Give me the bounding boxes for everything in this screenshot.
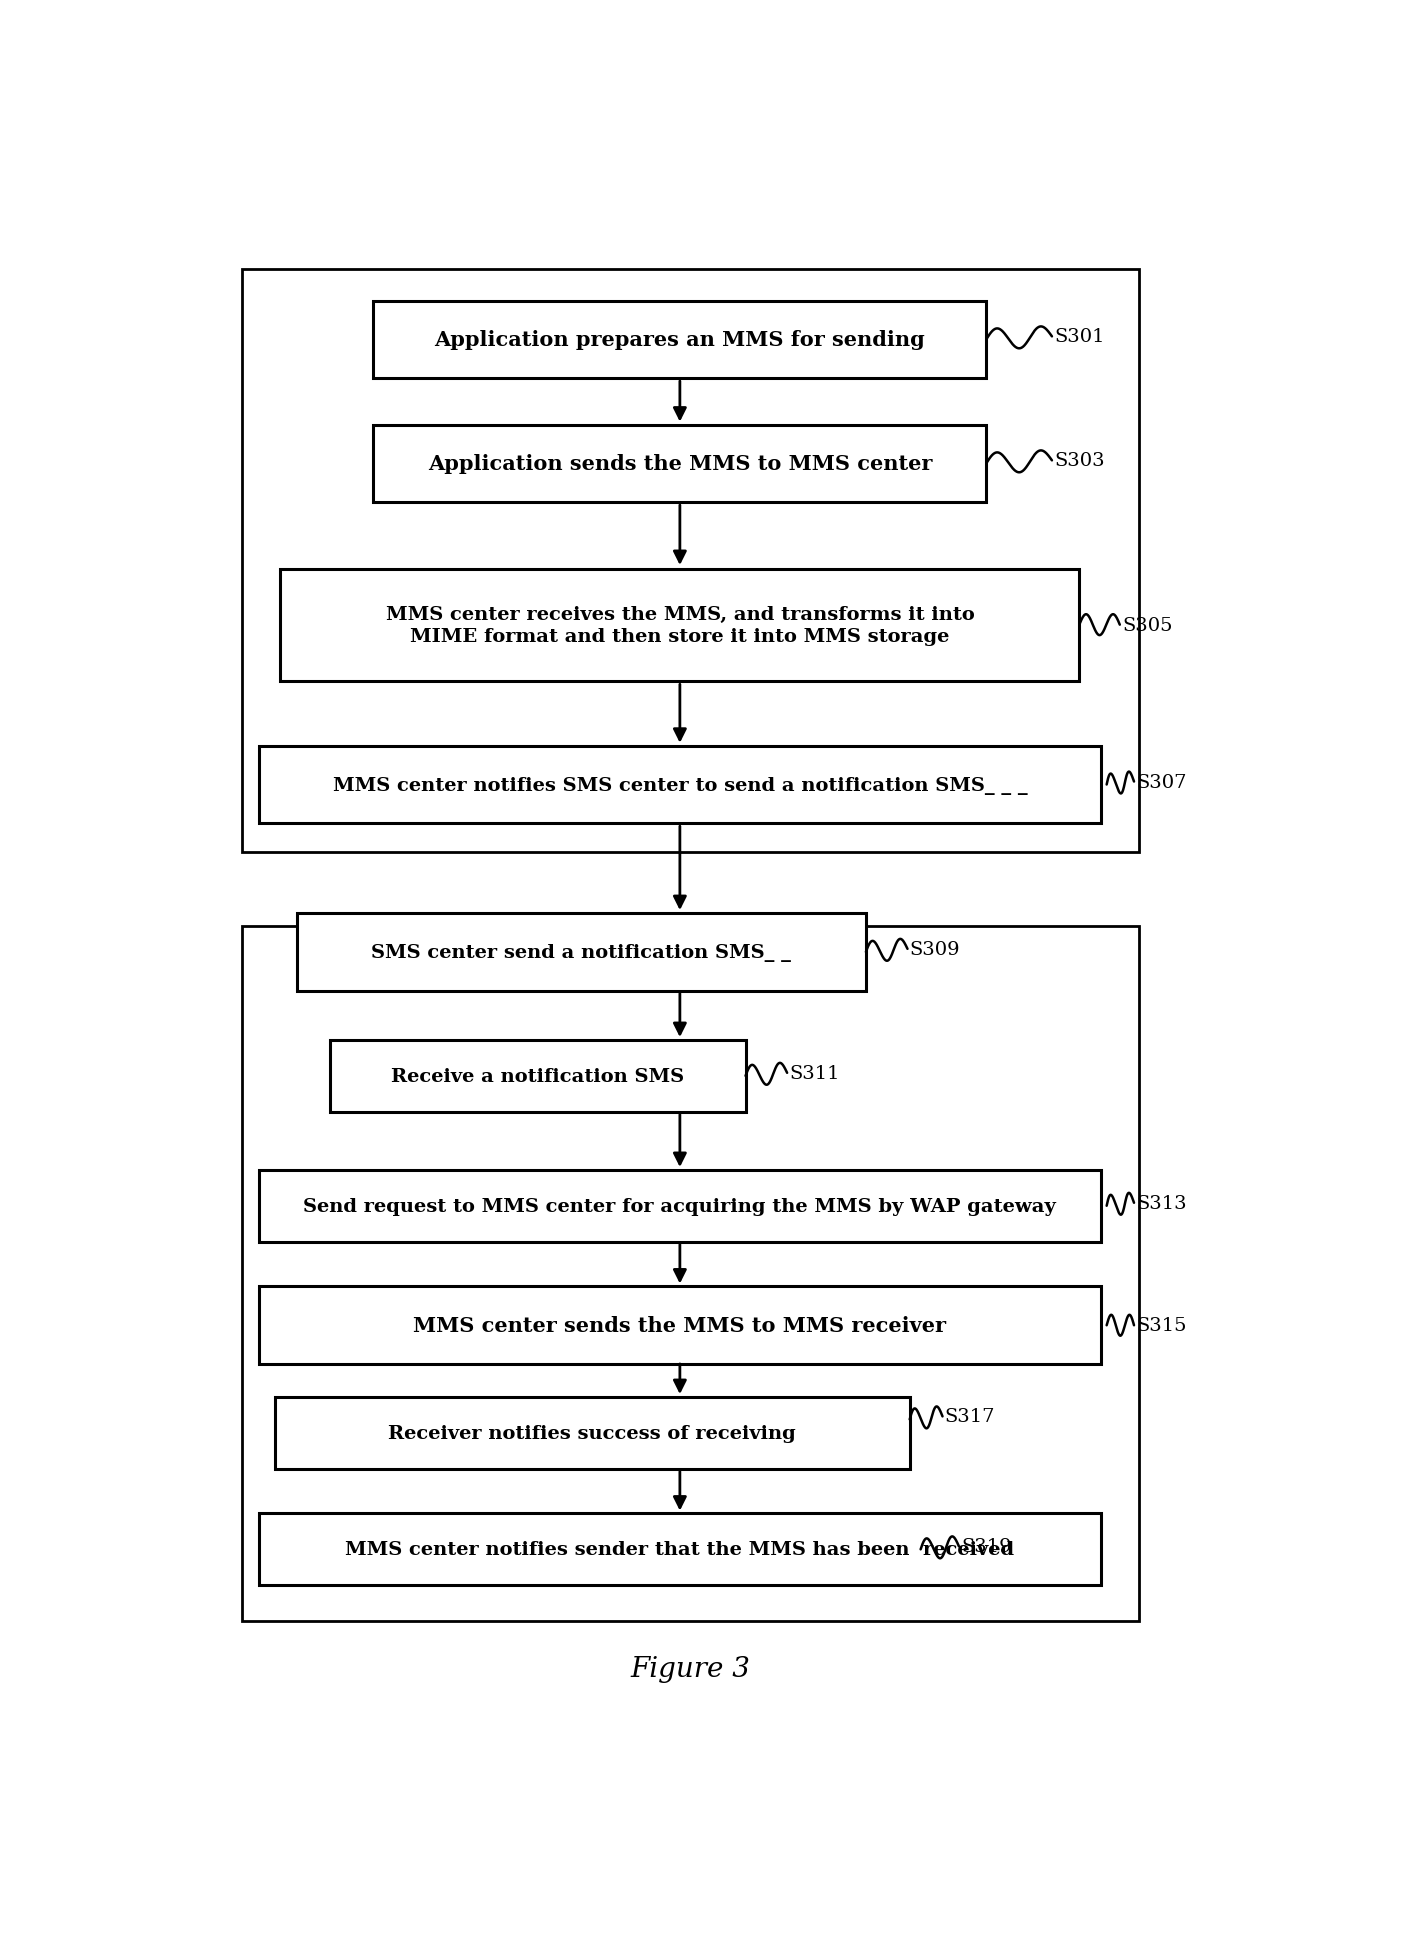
Text: Send request to MMS center for acquiring the MMS by WAP gateway: Send request to MMS center for acquiring…: [304, 1196, 1056, 1216]
Text: MMS center receives the MMS, and transforms it into
MIME format and then store i: MMS center receives the MMS, and transfo…: [385, 605, 974, 646]
FancyBboxPatch shape: [243, 927, 1139, 1621]
Text: Receive a notification SMS: Receive a notification SMS: [391, 1066, 685, 1086]
Text: Figure 3: Figure 3: [631, 1656, 751, 1683]
FancyBboxPatch shape: [258, 1171, 1101, 1243]
Text: S303: S303: [1055, 452, 1104, 469]
Text: SMS center send a notification SMS_ _: SMS center send a notification SMS_ _: [371, 944, 791, 962]
Text: S301: S301: [1055, 328, 1104, 347]
Text: MMS center sends the MMS to MMS receiver: MMS center sends the MMS to MMS receiver: [414, 1315, 946, 1336]
Text: Receiver notifies success of receiving: Receiver notifies success of receiving: [388, 1423, 796, 1443]
Text: S313: S313: [1137, 1194, 1187, 1212]
FancyBboxPatch shape: [373, 301, 986, 378]
Text: S315: S315: [1137, 1317, 1186, 1334]
Text: S309: S309: [909, 940, 960, 958]
Text: S317: S317: [945, 1408, 995, 1425]
Text: Application prepares an MMS for sending: Application prepares an MMS for sending: [435, 330, 925, 351]
FancyBboxPatch shape: [243, 270, 1139, 853]
FancyBboxPatch shape: [330, 1041, 746, 1113]
Text: S311: S311: [789, 1065, 840, 1082]
Text: MMS center notifies SMS center to send a notification SMS_ _ _: MMS center notifies SMS center to send a…: [333, 776, 1027, 795]
FancyBboxPatch shape: [258, 747, 1101, 824]
FancyBboxPatch shape: [275, 1398, 909, 1470]
Text: S305: S305: [1123, 617, 1172, 634]
Text: MMS center notifies sender that the MMS has been  received: MMS center notifies sender that the MMS …: [346, 1542, 1014, 1559]
FancyBboxPatch shape: [258, 1514, 1101, 1586]
FancyBboxPatch shape: [281, 570, 1079, 681]
Text: S319: S319: [962, 1538, 1012, 1555]
Text: Application sends the MMS to MMS center: Application sends the MMS to MMS center: [428, 454, 932, 475]
FancyBboxPatch shape: [258, 1287, 1101, 1365]
FancyBboxPatch shape: [297, 913, 866, 991]
FancyBboxPatch shape: [373, 425, 986, 502]
Text: S307: S307: [1137, 774, 1186, 791]
